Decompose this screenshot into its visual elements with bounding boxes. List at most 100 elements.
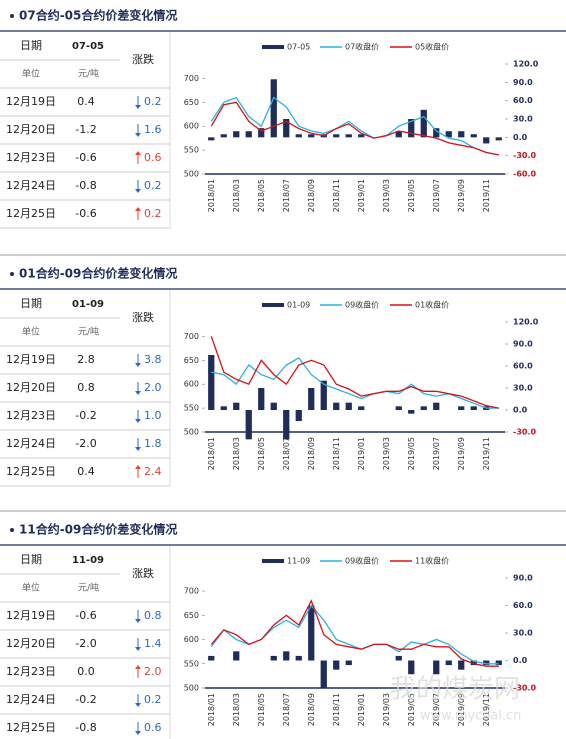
bar (233, 651, 240, 661)
row-value: 0.4 (77, 465, 95, 478)
x-tick-label: 2019/09 (457, 693, 466, 726)
panel-title: 11合约-09合约价差变化情况 (19, 522, 177, 537)
x-tick-label: 2018/09 (307, 437, 316, 470)
bar (408, 410, 415, 414)
row-change: 2.0 (144, 381, 162, 394)
y-tick-label: 500 (184, 428, 199, 437)
x-tick-label: 2018/11 (332, 693, 341, 726)
line (210, 604, 499, 665)
x-tick-label: 2018/01 (207, 437, 216, 470)
y2-tick-label: 0.0 (513, 133, 528, 142)
bar (233, 402, 240, 410)
bar (308, 134, 315, 138)
y2-tick-label: 90.0 (513, 574, 533, 583)
y2-tick-label: -30.0 (513, 428, 536, 437)
x-tick-label: 2019/07 (432, 693, 441, 726)
row-value: -0.6 (75, 151, 96, 164)
x-tick-label: 2018/07 (282, 179, 291, 212)
bar (345, 660, 352, 666)
legend-label: 05收盘价 (415, 42, 449, 52)
y2-tick-label: -60.0 (513, 170, 536, 179)
row-change: 0.8 (144, 609, 162, 622)
y2-tick-label: 60.0 (513, 96, 533, 105)
table-header: 涨跌 (132, 566, 154, 580)
y2-tick-label: 30.0 (513, 115, 533, 124)
y-tick-label: 500 (184, 684, 199, 693)
unit-label: 单位 (22, 68, 40, 80)
arrow-head (135, 391, 141, 395)
row-change: 3.8 (144, 353, 162, 366)
x-tick-label: 2019/01 (357, 693, 366, 726)
legend-label: 09收盘价 (345, 556, 379, 566)
y-tick-label: 650 (184, 356, 199, 365)
row-value: -1.2 (75, 123, 96, 136)
row-date: 12月20日 (6, 381, 56, 394)
bar (295, 134, 302, 138)
unit: 元/吨 (78, 326, 99, 338)
bar (345, 134, 352, 138)
bar (470, 134, 477, 138)
legend-label: 01收盘价 (415, 300, 449, 310)
row-value: -0.6 (75, 207, 96, 220)
bar (208, 355, 215, 410)
unit: 元/吨 (78, 582, 99, 594)
arrow-head (135, 419, 141, 423)
line (210, 101, 499, 156)
unit-label: 单位 (22, 582, 40, 594)
bar (420, 109, 427, 138)
x-tick-label: 2018/09 (307, 693, 316, 726)
x-tick-label: 2018/11 (332, 179, 341, 212)
bar (258, 128, 265, 138)
row-date: 12月23日 (6, 665, 56, 678)
x-tick-label: 2018/07 (282, 693, 291, 726)
bar (458, 131, 465, 138)
row-change: 2.4 (144, 465, 162, 478)
table-header: 涨跌 (132, 52, 154, 66)
bar (283, 410, 290, 440)
row-change: 0.2 (144, 95, 162, 108)
y2-tick-label: 0.0 (513, 406, 528, 415)
bar (458, 406, 465, 410)
legend-label: 01-09 (287, 301, 310, 310)
legend-label: 09收盘价 (345, 300, 379, 310)
unit-label: 单位 (22, 326, 40, 338)
x-tick-label: 2019/01 (357, 437, 366, 470)
bar (245, 410, 252, 440)
bar (395, 406, 402, 410)
bar (258, 388, 265, 410)
x-tick-label: 2019/03 (382, 179, 391, 212)
bar (320, 380, 327, 410)
y2-tick-label: 0.0 (513, 656, 528, 665)
y-tick-label: 600 (184, 122, 199, 131)
y-tick-label: 500 (184, 170, 199, 179)
y-tick-label: 600 (184, 380, 199, 389)
bar (320, 660, 327, 688)
y2-tick-label: 120.0 (513, 60, 539, 69)
y-tick-label: 550 (184, 659, 199, 668)
bar (483, 660, 490, 666)
arrow-head (135, 647, 141, 651)
row-change: 1.6 (144, 123, 162, 136)
x-tick-label: 2018/03 (232, 437, 241, 470)
x-tick-label: 2019/07 (432, 437, 441, 470)
bar (208, 655, 215, 661)
bar (470, 660, 477, 666)
bar (495, 660, 502, 666)
bar (208, 137, 215, 141)
bar (283, 119, 290, 138)
legend-label: 07收盘价 (345, 42, 379, 52)
bar (245, 131, 252, 138)
row-date: 12月25日 (6, 465, 56, 478)
line (211, 357, 499, 409)
bar (220, 406, 227, 410)
table-header: 11-09 (72, 555, 104, 566)
bar (433, 128, 440, 138)
arrow-head (135, 731, 141, 735)
x-tick-label: 2018/11 (332, 437, 341, 470)
row-change: 0.2 (144, 693, 162, 706)
y-tick-label: 600 (184, 635, 199, 644)
bar (483, 137, 490, 144)
row-value: -2.0 (75, 637, 96, 650)
x-tick-label: 2019/09 (457, 179, 466, 212)
